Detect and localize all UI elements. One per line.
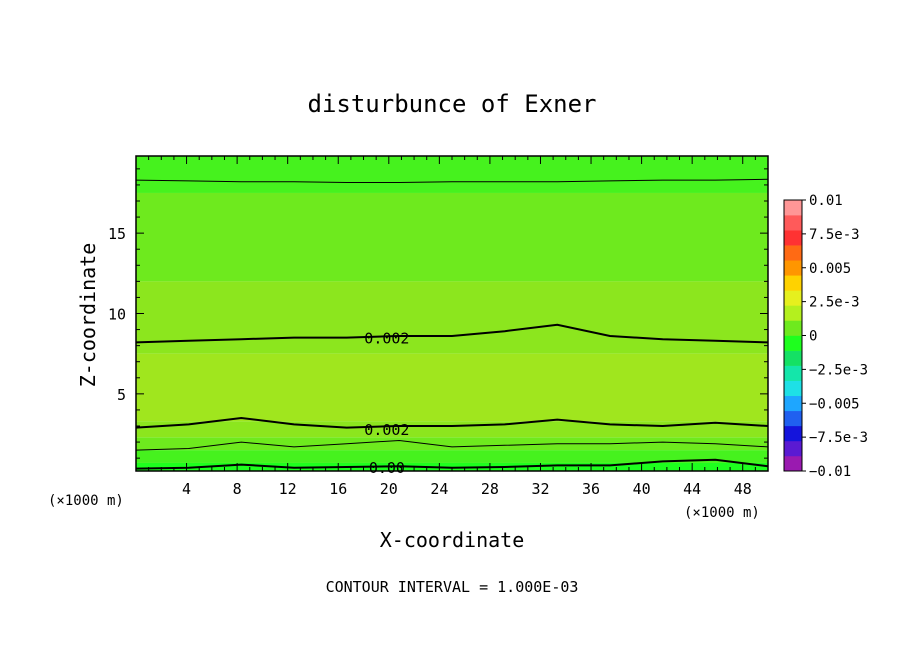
x-tick-label-8: 8	[233, 480, 242, 498]
colorbar-label-3: 2.5e-3	[809, 295, 860, 311]
colorbar-swatch-7	[784, 350, 802, 366]
colorbar-label-2: 0.005	[809, 261, 851, 277]
fill-band-4	[136, 353, 768, 422]
colorbar-swatch-4	[784, 395, 802, 412]
colorbar-swatch-14	[784, 245, 802, 261]
contour-label-1: 0.002	[364, 421, 409, 439]
x-tick-label-32: 32	[531, 480, 549, 498]
x-tick-label-20: 20	[380, 480, 398, 498]
colorbar-swatch-11	[784, 290, 802, 306]
x-tick-label-12: 12	[279, 480, 297, 498]
colorbar-swatch-10	[784, 305, 802, 321]
y-axis-unit: (×1000 m)	[48, 493, 124, 509]
fill-band-6	[136, 192, 768, 282]
colorbar: 0.01 7.5e-3 0.005 2.5e-3 0 −2.5e-3 −0.005 −7.5e…	[783, 193, 868, 480]
fill-band-5	[136, 281, 768, 354]
colorbar-swatch-9	[784, 320, 802, 336]
contour-line-0	[135, 178, 769, 183]
colorbar-swatch-0	[784, 455, 802, 472]
y-tick-label-5: 5	[117, 386, 126, 404]
colorbar-swatch-2	[784, 425, 802, 442]
colorbar-label-8: −0.01	[809, 464, 851, 480]
y-tick-label-15: 15	[108, 225, 126, 243]
x-tick-label-48: 48	[734, 480, 752, 498]
contour-label-0: 0.002	[364, 330, 409, 348]
colorbar-swatch-13	[784, 260, 802, 276]
colorbar-swatch-5	[784, 380, 802, 397]
contour-line-3	[135, 439, 769, 451]
colorbar-label-1: 7.5e-3	[809, 227, 860, 243]
colorbar-swatch-6	[784, 365, 802, 381]
y-tick-label-10: 10	[108, 306, 126, 324]
contour-line-1	[135, 323, 769, 344]
colorbar-label-4: 0	[809, 329, 817, 345]
x-axis-unit: (×1000 m)	[684, 505, 760, 521]
x-tick-label-4: 4	[182, 480, 191, 498]
colorbar-label-0: 0.01	[809, 193, 843, 209]
x-tick-label-44: 44	[683, 480, 701, 498]
colorbar-swatch-16	[784, 215, 802, 231]
colorbar-swatch-8	[784, 335, 802, 351]
colorbar-swatch-1	[784, 440, 802, 457]
contour-interval-note: CONTOUR INTERVAL = 1.000E-03	[326, 578, 579, 596]
x-tick-label-24: 24	[430, 480, 448, 498]
y-axis-label: Z-coordinate	[76, 243, 100, 388]
x-axis-label: X-coordinate	[380, 528, 525, 552]
colorbar-swatch-12	[784, 275, 802, 291]
colorbar-swatch-3	[784, 410, 802, 427]
x-tick-label-40: 40	[633, 480, 651, 498]
colorbar-label-6: −0.005	[809, 396, 860, 412]
contour-label-2: 0.00	[369, 459, 405, 477]
fill-band-7	[136, 156, 768, 193]
colorbar-swatch-15	[784, 230, 802, 246]
x-tick-label-28: 28	[481, 480, 499, 498]
fill-band-1	[136, 450, 768, 463]
colorbar-label-5: −2.5e-3	[809, 362, 868, 378]
fill-band-3	[136, 421, 768, 438]
colorbar-swatch-17	[784, 200, 802, 216]
x-tick-label-16: 16	[329, 480, 347, 498]
colorbar-label-7: −7.5e-3	[809, 430, 868, 446]
chart-title: disturbunce of Exner	[308, 90, 597, 118]
x-tick-label-36: 36	[582, 480, 600, 498]
contour-line-2	[135, 416, 769, 429]
